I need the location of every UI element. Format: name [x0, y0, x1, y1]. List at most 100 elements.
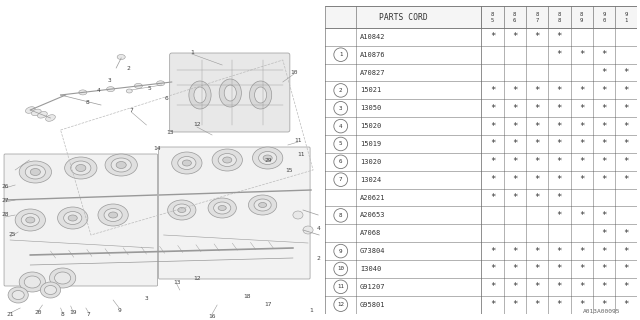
Ellipse shape [218, 154, 236, 166]
Text: *: * [557, 157, 562, 166]
Text: *: * [579, 300, 584, 309]
Text: *: * [490, 157, 495, 166]
Text: *: * [557, 104, 562, 113]
Text: *: * [602, 282, 607, 291]
Text: 6: 6 [164, 95, 168, 100]
Text: 7: 7 [129, 108, 133, 113]
Text: *: * [602, 50, 607, 59]
Text: 11: 11 [294, 138, 301, 142]
Text: *: * [579, 104, 584, 113]
FancyBboxPatch shape [159, 147, 310, 279]
FancyBboxPatch shape [4, 154, 157, 286]
Ellipse shape [26, 107, 35, 113]
Circle shape [334, 119, 348, 133]
Text: 4: 4 [97, 87, 101, 92]
Text: 8: 8 [61, 313, 65, 317]
Text: *: * [602, 68, 607, 77]
Text: 2: 2 [316, 255, 320, 260]
Circle shape [334, 137, 348, 151]
Text: *: * [579, 86, 584, 95]
Text: 10: 10 [290, 69, 298, 75]
Text: *: * [623, 68, 629, 77]
Text: 13: 13 [173, 279, 180, 284]
Text: *: * [490, 104, 495, 113]
Text: *: * [557, 193, 562, 202]
Text: 13: 13 [166, 130, 173, 134]
Text: 16: 16 [209, 314, 216, 318]
Text: *: * [490, 86, 495, 95]
Text: *: * [490, 264, 495, 274]
Text: 8
6: 8 6 [513, 12, 516, 22]
Text: *: * [534, 86, 540, 95]
Text: 8
9: 8 9 [580, 12, 583, 22]
Text: *: * [512, 32, 517, 41]
Ellipse shape [19, 272, 45, 292]
Ellipse shape [254, 199, 271, 211]
Ellipse shape [21, 213, 40, 227]
Ellipse shape [259, 203, 267, 207]
Bar [325, 6, 637, 28]
Text: *: * [602, 229, 607, 238]
Text: A20653: A20653 [360, 212, 385, 218]
Text: 9
0: 9 0 [602, 12, 605, 22]
Ellipse shape [214, 202, 231, 214]
Ellipse shape [116, 162, 126, 169]
Text: 27: 27 [1, 197, 9, 203]
Text: *: * [557, 140, 562, 148]
Text: *: * [602, 211, 607, 220]
Text: *: * [512, 157, 517, 166]
Ellipse shape [31, 109, 41, 116]
Text: *: * [623, 229, 629, 238]
Text: 7: 7 [87, 313, 91, 317]
Text: *: * [534, 300, 540, 309]
Text: *: * [623, 140, 629, 148]
Text: 15019: 15019 [360, 141, 381, 147]
Text: *: * [512, 122, 517, 131]
Text: *: * [557, 211, 562, 220]
Ellipse shape [117, 54, 125, 60]
Ellipse shape [54, 272, 70, 284]
Text: *: * [557, 300, 562, 309]
Ellipse shape [189, 81, 211, 109]
Ellipse shape [45, 115, 55, 121]
Text: *: * [534, 104, 540, 113]
Text: 4: 4 [339, 124, 342, 129]
Text: *: * [579, 122, 584, 131]
Text: 7: 7 [339, 177, 342, 182]
Ellipse shape [26, 217, 35, 223]
Text: 3: 3 [108, 77, 111, 83]
Text: *: * [602, 264, 607, 274]
Text: *: * [623, 264, 629, 274]
Ellipse shape [30, 169, 40, 175]
Ellipse shape [208, 198, 236, 218]
Ellipse shape [70, 161, 91, 175]
Text: 9
1: 9 1 [625, 12, 628, 22]
Ellipse shape [172, 152, 202, 174]
Text: *: * [579, 211, 584, 220]
Ellipse shape [248, 195, 276, 215]
Circle shape [334, 209, 348, 222]
Ellipse shape [259, 151, 276, 164]
Text: *: * [623, 282, 629, 291]
Text: 21: 21 [6, 313, 14, 317]
Text: *: * [579, 282, 584, 291]
Text: 29: 29 [265, 157, 273, 163]
Ellipse shape [104, 209, 122, 221]
Text: G91207: G91207 [360, 284, 385, 290]
Text: 12: 12 [193, 276, 201, 281]
Text: *: * [534, 247, 540, 256]
Ellipse shape [303, 226, 313, 234]
Text: 8
7: 8 7 [536, 12, 539, 22]
Text: 9: 9 [339, 249, 342, 254]
Ellipse shape [44, 285, 56, 294]
Circle shape [334, 101, 348, 115]
Text: *: * [579, 157, 584, 166]
Ellipse shape [49, 268, 76, 288]
Ellipse shape [253, 147, 283, 169]
Text: *: * [490, 32, 495, 41]
Text: *: * [512, 140, 517, 148]
Text: *: * [557, 32, 562, 41]
Text: 15: 15 [285, 167, 292, 172]
Text: 14: 14 [153, 146, 160, 150]
Ellipse shape [223, 157, 232, 163]
